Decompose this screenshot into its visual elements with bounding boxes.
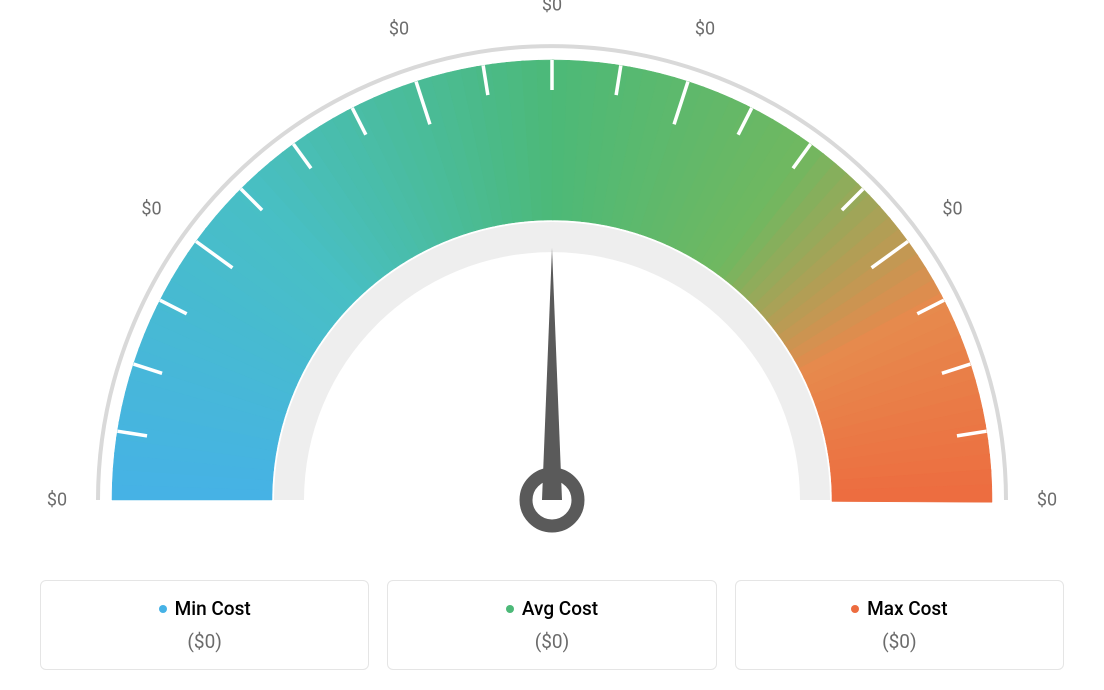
scale-label: $0 [942, 199, 962, 220]
legend-value-max: ($0) [882, 630, 916, 653]
scale-label: $0 [47, 490, 67, 511]
legend-value-avg: ($0) [535, 630, 569, 653]
scale-label: $0 [141, 199, 161, 220]
legend-label-min: Min Cost [175, 597, 251, 620]
legend-title-avg: Avg Cost [506, 597, 598, 620]
legend-card-avg: Avg Cost ($0) [387, 580, 716, 670]
scale-label: $0 [695, 19, 715, 40]
legend-value-min: ($0) [187, 630, 221, 653]
scale-label: $0 [389, 19, 409, 40]
legend-title-min: Min Cost [159, 597, 251, 620]
legend-row: Min Cost ($0) Avg Cost ($0) Max Cost ($0… [40, 580, 1064, 670]
legend-dot-min [159, 605, 167, 613]
legend-title-max: Max Cost [851, 597, 947, 620]
legend-dot-max [851, 605, 859, 613]
gauge-chart: $0 $0 $0 $0 $0 $0 $0 [0, 0, 1104, 560]
legend-label-max: Max Cost [867, 597, 947, 620]
cost-gauge-widget: $0 $0 $0 $0 $0 $0 $0 Min Cost ($0) Avg Cost ($… [0, 0, 1104, 690]
legend-card-min: Min Cost ($0) [40, 580, 369, 670]
legend-card-max: Max Cost ($0) [735, 580, 1064, 670]
scale-label: $0 [542, 0, 562, 16]
scale-label: $0 [1037, 490, 1057, 511]
legend-label-avg: Avg Cost [522, 597, 598, 620]
legend-dot-avg [506, 605, 514, 613]
